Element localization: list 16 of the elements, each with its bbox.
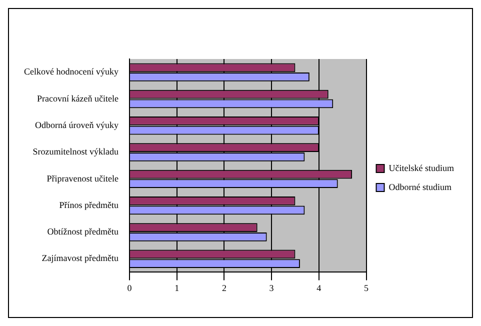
y-tick-label: Celkové hodnocení výuky bbox=[24, 66, 119, 77]
y-tick-label: Odborná úroveň výuky bbox=[35, 120, 119, 130]
y-tick-label: Přínos předmětu bbox=[59, 200, 119, 210]
legend-label: Učitelské studium bbox=[388, 162, 454, 173]
x-tick-label: 0 bbox=[127, 282, 132, 293]
legend-label: Odborné studium bbox=[388, 182, 452, 192]
x-tick-label: 3 bbox=[269, 282, 274, 293]
x-tick-label: 2 bbox=[222, 282, 226, 293]
y-tick-label: Pracovní kázeň učitele bbox=[37, 93, 118, 104]
x-tick-label: 5 bbox=[364, 282, 370, 293]
y-tick-label: Srozumitelnost výkladu bbox=[32, 146, 119, 157]
x-tick-label: 4 bbox=[316, 282, 322, 293]
y-tick-label: Zajímavost předmětu bbox=[42, 253, 119, 264]
y-tick-label: Připravenost učitele bbox=[46, 173, 118, 184]
x-tick-label: 1 bbox=[174, 282, 180, 293]
y-tick-label: Obtížnost předmětu bbox=[47, 226, 119, 237]
